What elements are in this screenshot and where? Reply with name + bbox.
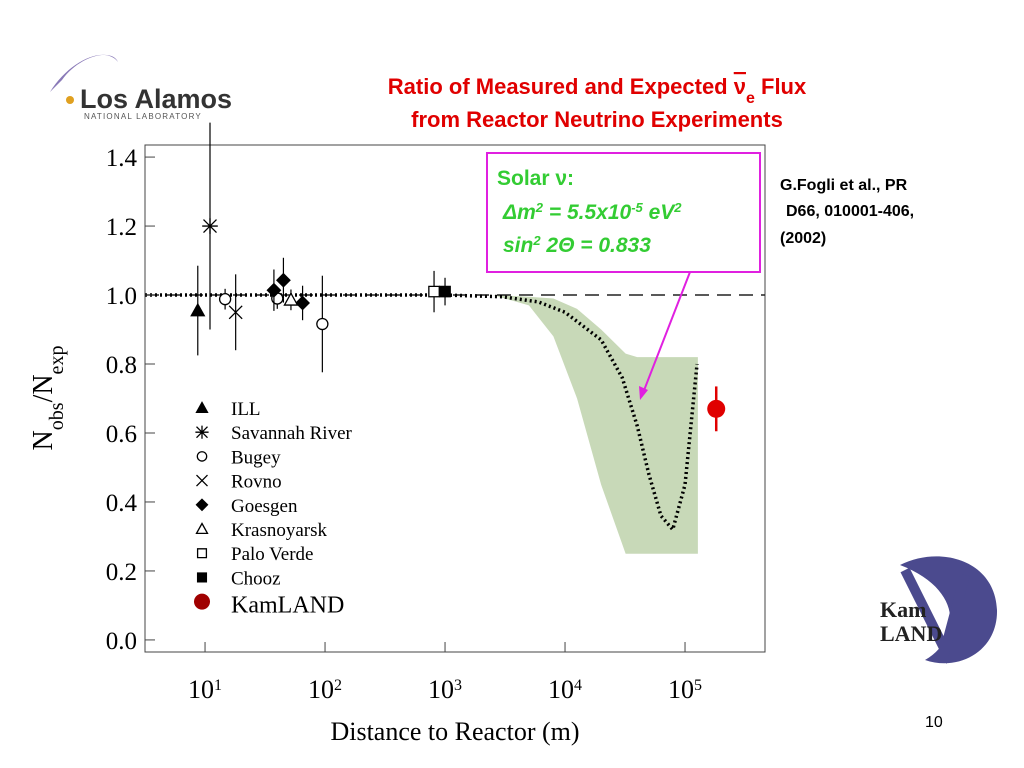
x-tick-label: 103 <box>428 675 462 704</box>
marker <box>707 399 726 418</box>
marker <box>202 218 218 234</box>
legend-marker <box>195 498 209 512</box>
x-tick-exponent: 5 <box>694 677 702 694</box>
y-tick-label: 0.0 <box>106 628 137 655</box>
marker <box>266 282 282 298</box>
legend-label: Savannah River <box>231 423 353 444</box>
x-tick-base: 10 <box>308 675 334 704</box>
marker <box>428 285 440 298</box>
citation: (2002) <box>780 230 826 247</box>
x-axis-label: Distance to Reactor (m) <box>330 717 579 746</box>
x-tick-label: 104 <box>548 675 582 704</box>
annotation-line: Δm2 = 5.5x10-5 eV2 <box>502 200 682 225</box>
marker <box>190 302 206 317</box>
legend-marker <box>196 474 208 487</box>
marker <box>283 292 299 306</box>
title-part: ν <box>734 74 746 99</box>
title-part: e <box>746 90 755 107</box>
legend-marker <box>195 425 209 439</box>
logo-shape <box>900 567 970 665</box>
y-label-part: /N <box>28 374 59 402</box>
allowed-band <box>492 295 698 554</box>
y-tick-label: 1.2 <box>106 214 137 241</box>
marker <box>218 292 232 306</box>
ann-part: 2 <box>535 200 544 215</box>
logo-text: LAND <box>880 621 942 646</box>
x-tick-label: 102 <box>308 675 342 704</box>
annotation-arrow <box>642 271 691 394</box>
y-label-part: exp <box>46 346 68 375</box>
citation: G.Fogli et al., PR <box>780 177 908 194</box>
annotation-heading: Solar ν: <box>497 167 574 190</box>
logo-text: Kam <box>880 597 926 622</box>
title-part: Ratio of Measured and Expected <box>388 74 734 99</box>
x-tick-base: 10 <box>188 675 214 704</box>
annotation-line: sin2 2Θ = 0.833 <box>503 233 651 258</box>
ann-part: eV <box>643 201 677 224</box>
logo-shape <box>900 556 998 664</box>
legend-marker <box>195 401 209 414</box>
chart-title: Ratio of Measured and Expected νe Flux <box>388 74 807 107</box>
marker <box>275 272 291 288</box>
y-tick-label: 0.8 <box>106 352 137 379</box>
annotation-box <box>486 152 761 273</box>
ann-part: = 5.5x10 <box>543 201 631 224</box>
legend-label: Rovno <box>231 472 282 493</box>
y-axis-label: Nobs/Nexp <box>28 346 68 451</box>
page-number: 10 <box>925 714 943 731</box>
legend-marker <box>196 572 208 583</box>
legend-marker <box>195 522 209 535</box>
logo-dot <box>66 96 74 104</box>
legend-label: ILL <box>231 399 261 420</box>
plot <box>145 122 765 554</box>
ann-part: 2Θ = 0.833 <box>541 234 652 257</box>
kamland-logo: Kam LAND <box>880 556 998 665</box>
ann-part: sin <box>503 234 533 257</box>
legend-marker <box>196 548 208 559</box>
plot-frame <box>144 144 766 653</box>
ann-part: Δm <box>502 201 536 224</box>
x-tick-label: 101 <box>188 675 222 704</box>
marker <box>316 317 329 331</box>
legend-marker <box>194 593 210 610</box>
citation: D66, 010001-406, <box>786 203 914 220</box>
logo-name: Los Alamos <box>80 84 232 114</box>
y-label-part: obs <box>46 402 68 430</box>
chart-title: from Reactor Neutrino Experiments <box>411 107 783 132</box>
x-tick-exponent: 2 <box>334 677 342 694</box>
y-tick-label: 1.0 <box>106 283 137 310</box>
legend-label: KamLAND <box>231 593 344 619</box>
arrow-head <box>639 386 648 400</box>
legend-label: Bugey <box>231 447 281 468</box>
x-tick-base: 10 <box>548 675 574 704</box>
logo-sub: NATIONAL LABORATORY <box>84 112 202 121</box>
legend-label: Palo Verde <box>231 544 314 565</box>
y-label-part: N <box>28 430 59 450</box>
ann-part: 2 <box>532 233 541 248</box>
marker <box>295 295 311 311</box>
y-tick-label: 1.4 <box>106 145 138 172</box>
ann-part: -5 <box>631 200 643 215</box>
y-tick-label: 0.2 <box>106 559 137 586</box>
legend-label: Krasnoyarsk <box>231 520 328 541</box>
lanl-logo: Los Alamos NATIONAL LABORATORY <box>50 54 232 121</box>
legend-marker <box>196 451 208 462</box>
legend-label: Chooz <box>231 568 281 589</box>
ann-part: 2 <box>673 200 682 215</box>
marker <box>228 305 243 320</box>
x-tick-label: 105 <box>668 675 702 704</box>
x-tick-exponent: 4 <box>574 677 582 694</box>
oscillation-curve <box>145 293 699 534</box>
x-tick-base: 10 <box>428 675 454 704</box>
x-tick-base: 10 <box>668 675 694 704</box>
y-tick-label: 0.4 <box>106 490 138 517</box>
x-tick-exponent: 1 <box>214 677 222 694</box>
x-tick-exponent: 3 <box>454 677 462 694</box>
y-tick-label: 0.6 <box>106 421 137 448</box>
marker <box>439 285 451 298</box>
title-part: Flux <box>755 74 807 99</box>
legend-label: Goesgen <box>231 496 298 517</box>
